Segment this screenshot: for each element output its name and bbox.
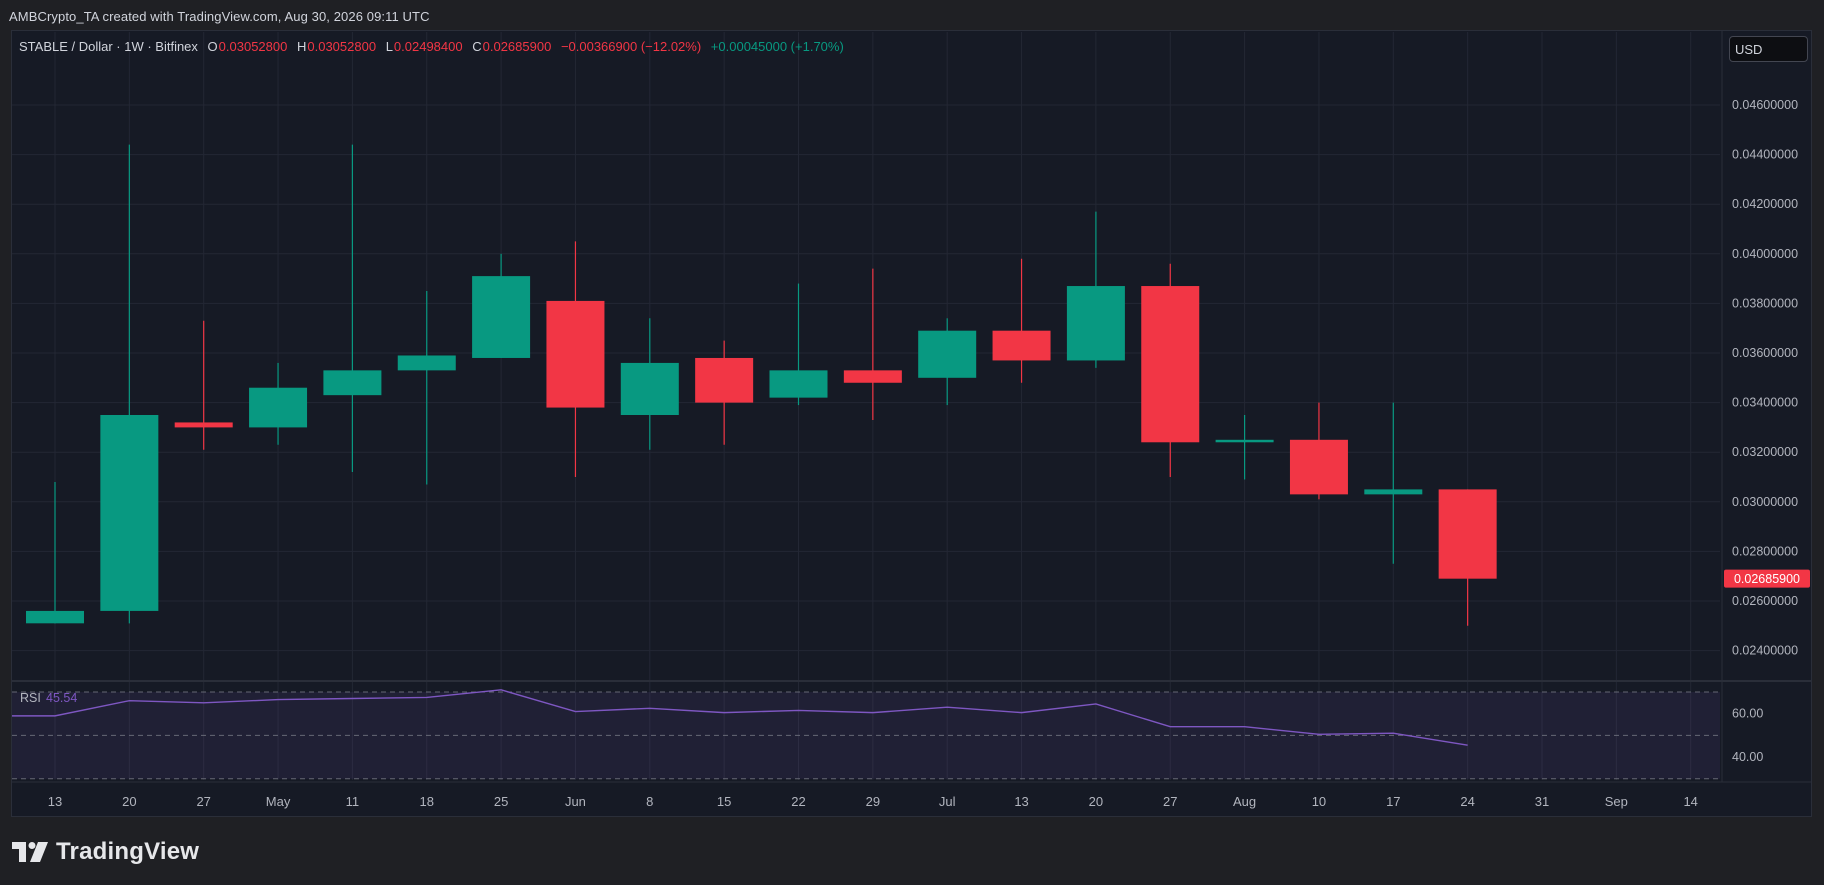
candle-body bbox=[769, 370, 828, 398]
rsi-pane: RSI 45.54 bbox=[12, 689, 1720, 780]
candle-body bbox=[249, 387, 308, 428]
time-axis-label: 31 bbox=[1535, 794, 1549, 809]
low-value: 0.02498400 bbox=[393, 39, 463, 54]
candle-body bbox=[397, 355, 456, 371]
time-axis-label: 29 bbox=[866, 794, 880, 809]
open-label: O bbox=[207, 39, 218, 54]
candle-body bbox=[918, 330, 977, 378]
candle-body bbox=[1364, 489, 1423, 495]
time-axis-label: 11 bbox=[346, 794, 360, 809]
candle-body bbox=[1438, 489, 1497, 579]
time-axis-label: Aug bbox=[1233, 794, 1256, 809]
time-axis-label: 13 bbox=[1014, 794, 1028, 809]
candle-body bbox=[26, 610, 84, 624]
axes: 0.04600000 0.04400000 0.04200000 0.04000000… bbox=[48, 98, 1810, 809]
candle-body bbox=[546, 300, 605, 408]
rsi-line bbox=[12, 689, 1468, 746]
rsi-axis-label: 40.00 bbox=[1732, 750, 1763, 764]
time-axis-label: 25 bbox=[494, 794, 508, 809]
candle-body bbox=[323, 370, 382, 396]
close-value: 0.02685900 bbox=[482, 39, 552, 54]
symbol-legend: STABLE / Dollar · 1W · Bitfinex O0.03052… bbox=[19, 39, 850, 54]
candle-body bbox=[695, 357, 754, 403]
price-axis-label: 0.03400000 bbox=[1732, 396, 1798, 410]
price-axis-label: 0.04000000 bbox=[1732, 247, 1798, 261]
chart-pane[interactable] bbox=[11, 30, 1812, 817]
tradingview-logo-icon bbox=[12, 842, 48, 862]
time-axis-label: 24 bbox=[1460, 794, 1474, 809]
candle-body bbox=[1141, 286, 1200, 443]
tradingview-logo[interactable]: TradingView bbox=[12, 838, 199, 866]
candle-body bbox=[1289, 439, 1348, 495]
price-axis-label: 0.02400000 bbox=[1732, 644, 1798, 658]
extra-change: +0.00045000 (+1.70%) bbox=[710, 39, 844, 54]
time-axis-label: 22 bbox=[791, 794, 805, 809]
last-price-label: 0.02685900 bbox=[1734, 572, 1800, 586]
rsi-axis-label: 60.00 bbox=[1732, 707, 1763, 721]
rsi-title: RSI bbox=[20, 691, 41, 705]
time-axis-label: 14 bbox=[1683, 794, 1697, 809]
time-axis-label: 18 bbox=[420, 794, 434, 809]
time-axis-label: 20 bbox=[1089, 794, 1103, 809]
rsi-value: 45.54 bbox=[46, 691, 77, 705]
price-axis-label: 0.04600000 bbox=[1732, 98, 1798, 112]
low-label: L bbox=[385, 39, 393, 54]
candle-body bbox=[1215, 439, 1274, 443]
candle-body bbox=[174, 422, 233, 428]
time-axis-label: Jul bbox=[939, 794, 956, 809]
time-axis-label: 27 bbox=[1163, 794, 1177, 809]
price-axis-label: 0.04400000 bbox=[1732, 148, 1798, 162]
price-axis-label: 0.03600000 bbox=[1732, 346, 1798, 360]
candle-body bbox=[843, 370, 902, 383]
time-axis-label: 8 bbox=[646, 794, 653, 809]
brand-name: TradingView bbox=[56, 838, 200, 865]
candle-body bbox=[1066, 286, 1125, 361]
price-axis-label: 0.02600000 bbox=[1732, 594, 1798, 608]
price-axis-label: 0.03200000 bbox=[1732, 445, 1798, 459]
time-axis-label: May bbox=[266, 794, 291, 809]
time-axis-label: 10 bbox=[1312, 794, 1326, 809]
time-axis-label: 20 bbox=[122, 794, 136, 809]
price-axis-label: 0.03800000 bbox=[1732, 296, 1798, 310]
time-axis-label: 15 bbox=[717, 794, 731, 809]
grid-lines bbox=[12, 31, 1811, 783]
candle-body bbox=[992, 330, 1051, 361]
time-axis-label: 27 bbox=[196, 794, 210, 809]
currency-button[interactable]: USD bbox=[1729, 36, 1808, 62]
open-value: 0.03052800 bbox=[218, 39, 288, 54]
time-axis-label: 13 bbox=[48, 794, 62, 809]
symbol-title[interactable]: STABLE / Dollar · 1W · Bitfinex bbox=[19, 39, 198, 54]
time-axis-label: Sep bbox=[1605, 794, 1628, 809]
high-label: H bbox=[296, 39, 307, 54]
price-axis-label: 0.03000000 bbox=[1732, 495, 1798, 509]
candlestick-series bbox=[26, 144, 1497, 626]
last-price-badge bbox=[1724, 569, 1810, 588]
high-value: 0.03052800 bbox=[307, 39, 377, 54]
time-axis-label: Jun bbox=[565, 794, 586, 809]
candle-body bbox=[100, 415, 159, 611]
price-axis-label: 0.04200000 bbox=[1732, 197, 1798, 211]
candle-body bbox=[620, 362, 679, 415]
candle-body bbox=[472, 276, 531, 358]
close-label: C bbox=[472, 39, 482, 54]
price-axis-label: 0.02800000 bbox=[1732, 544, 1798, 558]
price-change: −0.00366900 (−12.02%) bbox=[560, 39, 702, 54]
time-axis-label: 17 bbox=[1386, 794, 1400, 809]
attribution-text: AMBCrypto_TA created with TradingView.co… bbox=[9, 9, 430, 24]
